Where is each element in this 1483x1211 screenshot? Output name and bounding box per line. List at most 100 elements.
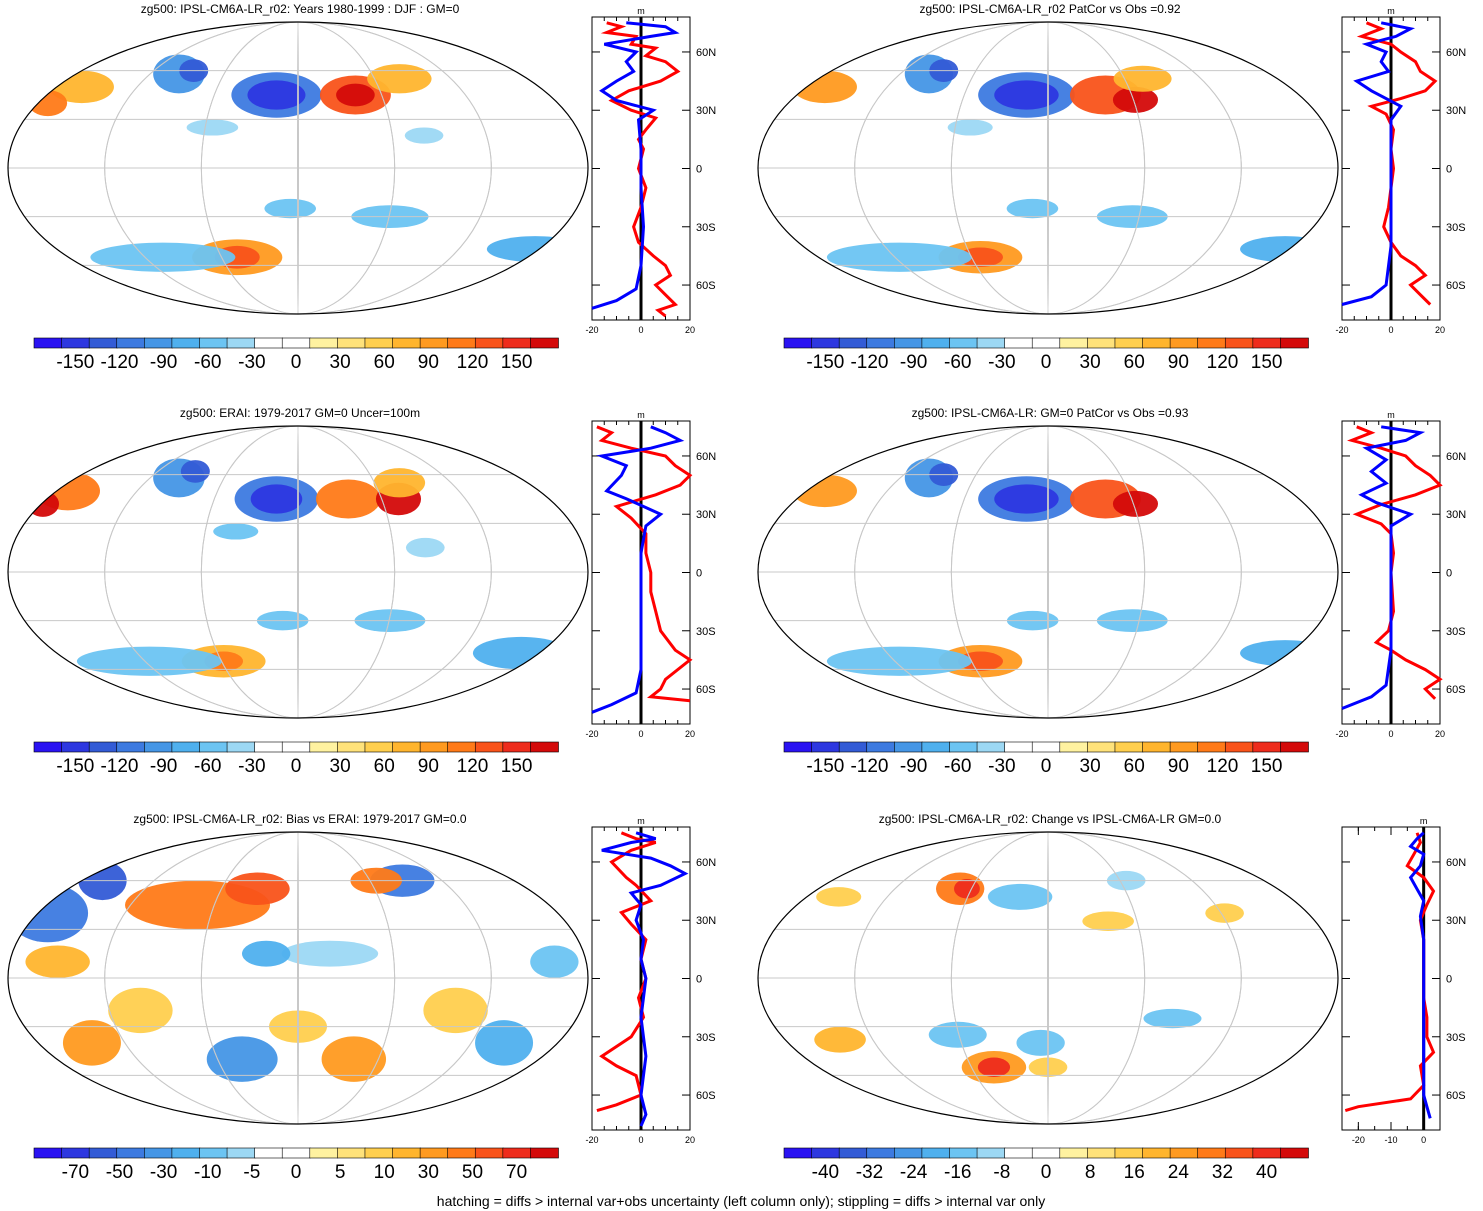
profile-panel: m -20 0 20 60N 30N 0 30S 60S bbox=[1335, 6, 1466, 335]
colorbar-swatch bbox=[171, 1147, 201, 1159]
profile-unit: m bbox=[1420, 816, 1428, 826]
colorbar-swatch bbox=[921, 1147, 951, 1159]
anomaly-blob bbox=[242, 940, 291, 967]
panel-title: zg500: ERAI: 1979-2017 GM=0 Uncer=100m bbox=[180, 406, 420, 420]
colorbar-label: 60 bbox=[374, 352, 395, 373]
colorbar-swatch bbox=[474, 337, 504, 349]
colorbar-label: 30 bbox=[1080, 352, 1101, 373]
colorbar-label: -5 bbox=[243, 1162, 260, 1183]
anomaly-blob bbox=[987, 883, 1053, 910]
anomaly-blob bbox=[994, 80, 1059, 110]
anomaly-blob bbox=[25, 945, 90, 978]
colorbar-swatch bbox=[1142, 337, 1171, 349]
x-tick-label: 0 bbox=[1421, 1135, 1426, 1145]
panel-6: zg500: IPSL-CM6A-LR_r02: Change vs IPSL-… bbox=[757, 812, 1466, 1183]
panel-title: zg500: IPSL-CM6A-LR_r02: Change vs IPSL-… bbox=[879, 812, 1222, 826]
lat-tick-label: 30S bbox=[1446, 1032, 1466, 1044]
colorbar-swatch bbox=[1114, 1147, 1144, 1159]
anomaly-blob bbox=[1240, 640, 1331, 667]
footer-note: hatching = diffs > internal var+obs unce… bbox=[437, 1193, 1045, 1209]
colorbar-swatch bbox=[894, 337, 923, 349]
lat-tick-label: 30N bbox=[1446, 509, 1466, 521]
colorbar-label: 0 bbox=[1041, 1162, 1052, 1183]
x-tick-label: 20 bbox=[685, 1135, 695, 1145]
colorbar-swatch bbox=[144, 1147, 173, 1159]
colorbar-swatch bbox=[33, 337, 63, 349]
colorbar-swatch bbox=[309, 337, 339, 349]
anomaly-blob bbox=[1205, 903, 1244, 923]
colorbar-swatch bbox=[1252, 1147, 1282, 1159]
colorbar-label: -30 bbox=[988, 352, 1015, 373]
colorbar-swatch bbox=[281, 337, 311, 349]
colorbar-label: 0 bbox=[291, 756, 302, 777]
colorbar-swatch bbox=[88, 1147, 118, 1159]
lat-tick-label: 60N bbox=[1446, 47, 1466, 59]
longitude-line bbox=[950, 22, 1146, 314]
colorbar-label: -60 bbox=[194, 352, 221, 373]
panel-2: zg500: IPSL-CM6A-LR_r02 PatCor vs Obs =0… bbox=[757, 2, 1466, 373]
colorbar-swatch bbox=[226, 337, 256, 349]
anomaly-blob bbox=[977, 1057, 1011, 1077]
lat-tick-label: 0 bbox=[1446, 568, 1452, 580]
colorbar-swatch bbox=[199, 1147, 228, 1159]
colorbar-swatch bbox=[1197, 741, 1227, 753]
colorbar-swatch bbox=[1197, 1147, 1227, 1159]
colorbar-swatch bbox=[976, 337, 1006, 349]
x-tick-label: -20 bbox=[1335, 325, 1348, 335]
panel-title: zg500: IPSL-CM6A-LR: GM=0 PatCor vs Obs … bbox=[912, 406, 1189, 420]
colorbar-swatch bbox=[144, 741, 173, 753]
longitude-line bbox=[104, 22, 492, 314]
anomaly-blob bbox=[1112, 490, 1159, 517]
x-tick-label: 0 bbox=[638, 729, 643, 739]
colorbar-label: 120 bbox=[457, 756, 489, 777]
colorbar-swatch bbox=[392, 741, 421, 753]
colorbar-swatch bbox=[894, 741, 923, 753]
anomaly-blob bbox=[423, 987, 488, 1034]
colorbar-label: 60 bbox=[1124, 352, 1145, 373]
anomaly-blob bbox=[316, 479, 381, 519]
profile-line-model bbox=[600, 21, 681, 318]
colorbar-label: -16 bbox=[944, 1162, 971, 1183]
anomaly-blob bbox=[954, 879, 980, 899]
colorbar-swatch bbox=[281, 1147, 311, 1159]
anomaly-blob bbox=[213, 523, 259, 540]
colorbar-swatch bbox=[838, 1147, 868, 1159]
colorbar-swatch bbox=[502, 337, 532, 349]
colorbar: -150 -120 -90 -60 -30 0 30 60 90 120 150 bbox=[33, 337, 559, 373]
x-tick-label: 0 bbox=[1388, 325, 1393, 335]
colorbar-swatch bbox=[61, 741, 90, 753]
colorbar-label: 150 bbox=[501, 352, 533, 373]
colorbar-swatch bbox=[1280, 741, 1309, 753]
colorbar-label: 0 bbox=[1041, 756, 1052, 777]
colorbar-label: -8 bbox=[993, 1162, 1010, 1183]
lat-tick-label: 0 bbox=[1446, 164, 1452, 176]
colorbar-swatch bbox=[1197, 337, 1227, 349]
lat-tick-label: 30N bbox=[696, 915, 716, 927]
map-outline bbox=[757, 831, 1339, 1125]
colorbar-swatch bbox=[783, 337, 813, 349]
colorbar-label: 30 bbox=[1080, 756, 1101, 777]
colorbar-swatch bbox=[309, 1147, 339, 1159]
lat-tick-label: 60N bbox=[696, 47, 716, 59]
colorbar-swatch bbox=[1004, 741, 1034, 753]
colorbar-swatch bbox=[502, 741, 532, 753]
anomaly-blob bbox=[186, 119, 239, 136]
anomaly-blob bbox=[26, 490, 60, 517]
colorbar-swatch bbox=[144, 337, 173, 349]
profile-line-obs bbox=[591, 425, 685, 714]
profile-panel: m -20 0 20 60N 30N 0 30S 60S bbox=[585, 816, 716, 1145]
colorbar-label: -90 bbox=[900, 756, 927, 777]
profile-unit: m bbox=[637, 816, 645, 826]
anomaly-blob bbox=[792, 474, 857, 508]
x-tick-label: -20 bbox=[585, 325, 598, 335]
anomaly-blob bbox=[947, 119, 993, 136]
colorbar-label: -90 bbox=[150, 352, 177, 373]
lat-tick-label: 30N bbox=[1446, 915, 1466, 927]
colorbar-swatch bbox=[171, 337, 201, 349]
lat-tick-label: 60S bbox=[696, 1090, 716, 1102]
colorbar-swatch bbox=[502, 1147, 532, 1159]
colorbar-swatch bbox=[474, 741, 504, 753]
anomaly-blob bbox=[367, 64, 432, 94]
anomaly-blob bbox=[826, 242, 972, 272]
profile-line-obs bbox=[1341, 425, 1426, 710]
